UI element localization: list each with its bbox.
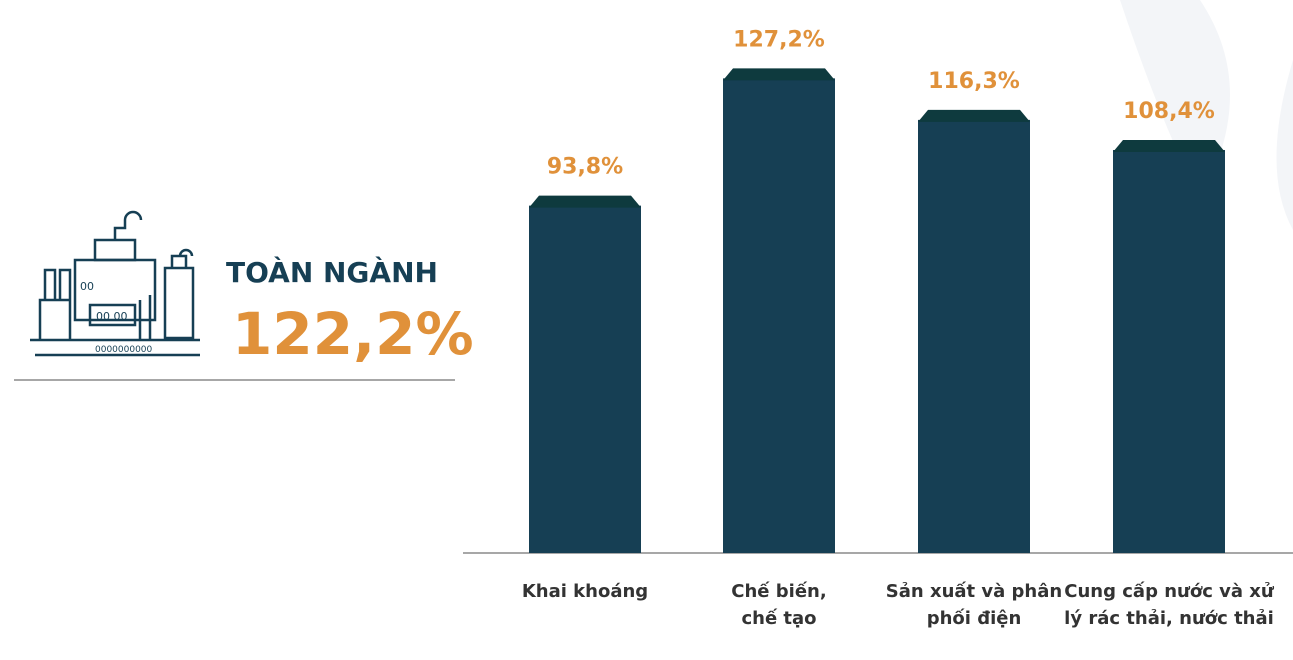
bar-cap [918,109,1030,122]
background-shape [1120,0,1293,230]
category-label: Chế biến, chế tạo [731,581,827,629]
bar [723,78,835,554]
bar-cap [1113,139,1225,152]
value-label: 127,2% [733,27,825,52]
svg-text:00: 00 [80,280,94,293]
factory-icon: 00 00 00 0000000000 [30,210,200,357]
svg-text:00 00: 00 00 [96,310,128,323]
bar [918,119,1030,553]
summary-value: 122,2% [232,300,474,368]
svg-text:0000000000: 0000000000 [95,345,153,355]
value-label: 116,3% [928,69,1020,94]
bar [1113,149,1225,553]
summary-label: TOÀN NGÀNH [226,256,438,289]
bar [529,205,641,553]
category-label: Khai khoáng [521,581,649,602]
bar-cap [529,195,641,208]
value-label: 93,8% [547,155,623,180]
category-label: Sản xuất và phân phối điện [885,581,1063,629]
bar-cap [723,68,835,81]
value-label: 108,4% [1123,99,1215,124]
category-label: Cung cấp nước và xử lý rác thải, nước th… [1064,581,1274,629]
